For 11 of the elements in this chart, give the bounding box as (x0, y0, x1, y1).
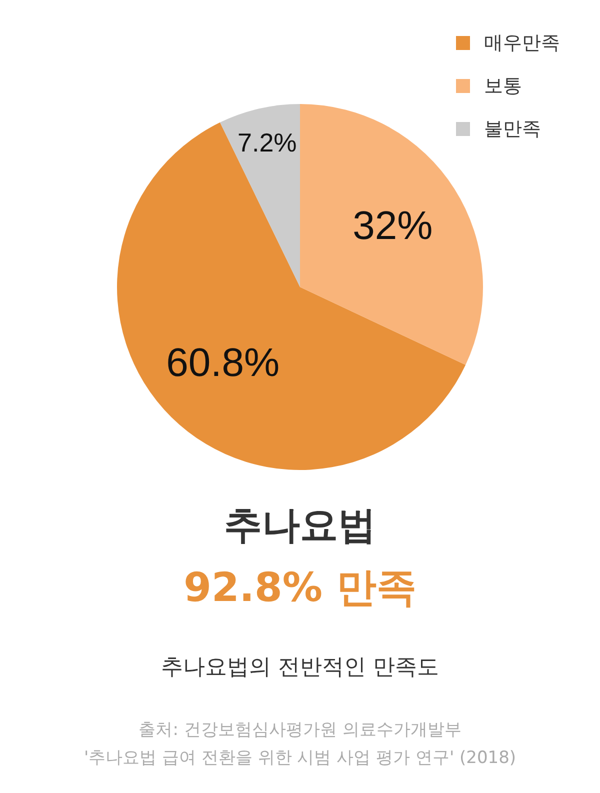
text: 92.8% 만족 (182, 564, 418, 613)
source-note: 출처: 건강보험심사평가원 의료수가개발부 (138, 719, 462, 741)
legend-label: 불만족 (484, 117, 541, 142)
text: 추나요법의 전반적인 만족도 (160, 654, 440, 682)
legend-label: 보통 (484, 74, 522, 99)
data-label: 60.8% (166, 341, 280, 386)
data-label: 7.2% (238, 128, 297, 158)
text: '추나요법 급여 전환을 위한 시범 사업 평가 연구' (2018) (82, 747, 518, 769)
legend-label: 매우만족 (484, 31, 560, 56)
text: 추나요법 (223, 502, 377, 549)
data-label: 32% (352, 204, 433, 248)
